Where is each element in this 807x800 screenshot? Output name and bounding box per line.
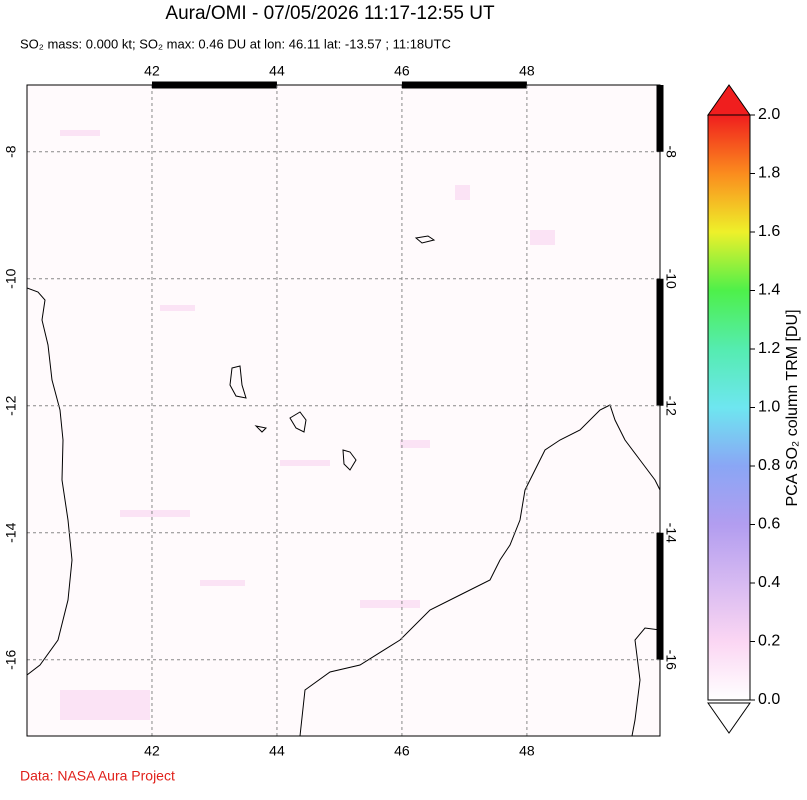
lon-tick-label: 44 (269, 63, 285, 79)
colorbar-max-arrow (707, 84, 751, 116)
lat-tick-label: -12 (663, 396, 679, 416)
colorbar-tick-label: 0.0 (758, 691, 780, 708)
colorbar-tick-label: 1.0 (758, 399, 780, 416)
lon-tick-label: 48 (519, 743, 535, 759)
colorbar-tick-label: 1.4 (758, 282, 780, 299)
lat-tick-label: -12 (3, 395, 19, 415)
lat-tick-label: -8 (663, 145, 679, 158)
lat-tick-label: -10 (3, 268, 19, 288)
colorbar-tick-label: 1.2 (758, 340, 780, 357)
lon-tick-label: 46 (394, 743, 410, 759)
colorbar-tick-label: 0.8 (758, 457, 780, 474)
subtitle: SO₂ mass: 0.000 kt; SO₂ max: 0.46 DU at … (20, 36, 451, 51)
map-background (27, 85, 660, 736)
map-area (26, 81, 664, 737)
lon-tick-label: 46 (394, 63, 410, 79)
so2-speckles (60, 130, 555, 720)
colorbar: PCA SO₂ column TRM [DU] 0.0 0.2 0.4 0.6 0.8 1… (707, 84, 801, 734)
colorbar-label: PCA SO₂ column TRM [DU] (784, 309, 801, 506)
colorbar-tick-label: 0.6 (758, 516, 780, 533)
lon-tick-label: 48 (519, 63, 535, 79)
colorbar-tick-label: 1.6 (758, 223, 780, 240)
lon-tick-label: 42 (144, 743, 160, 759)
colorbar-tick-label: 1.8 (758, 165, 780, 182)
colorbar-tick-label: 0.2 (758, 633, 780, 650)
colorbar-tick-label: 0.4 (758, 574, 780, 591)
map-frame (26, 84, 661, 737)
lat-tick-label: -14 (663, 523, 679, 543)
lat-tick-label: -16 (3, 649, 19, 669)
lat-tick-label: -10 (663, 269, 679, 289)
lon-tick-label: 44 (269, 743, 285, 759)
coastlines (27, 235, 660, 736)
colorbar-tick-label: 2.0 (758, 106, 780, 123)
credit: Data: NASA Aura Project (20, 768, 175, 784)
colorbar-min-arrow (707, 702, 751, 734)
lon-tick-label: 42 (144, 63, 160, 79)
lat-tick-label: -14 (3, 522, 19, 542)
colorbar-body (707, 114, 751, 701)
title: Aura/OMI - 07/05/2026 11:17-12:55 UT (165, 3, 495, 24)
lat-tick-label: -8 (3, 145, 19, 158)
lat-tick-label: -16 (663, 650, 679, 670)
